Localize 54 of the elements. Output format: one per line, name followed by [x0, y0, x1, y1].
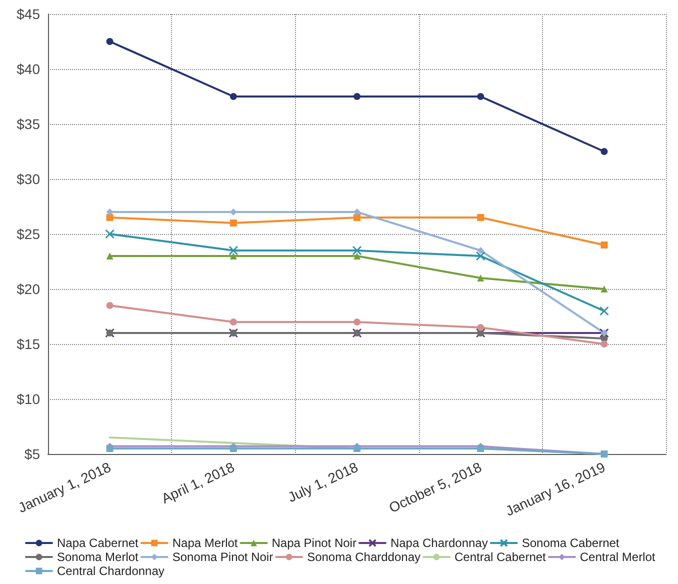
y-tick-label: $10 [16, 391, 40, 407]
point [354, 252, 360, 260]
point [600, 148, 608, 155]
point [354, 445, 360, 452]
legend-label: Sonoma Charddonay [307, 550, 421, 564]
point [354, 93, 360, 100]
point [106, 208, 114, 216]
y-tick-label: $35 [16, 116, 40, 132]
legend-label: Napa Cabernet [57, 536, 140, 550]
point [352, 246, 362, 256]
point [228, 246, 238, 256]
point [476, 251, 486, 261]
point [230, 252, 237, 260]
x-tick-label: July 1, 2018 [285, 458, 361, 506]
point [477, 247, 484, 254]
point [106, 302, 114, 309]
point [106, 214, 114, 221]
point [230, 318, 237, 326]
point [106, 445, 114, 452]
point [600, 340, 608, 348]
y-tick-label: $40 [16, 61, 40, 77]
point [599, 306, 609, 316]
legend-label: Napa Merlot [172, 536, 238, 550]
y-tick-label: $15 [16, 336, 40, 352]
point [477, 214, 484, 221]
legend-label: Sonoma Cabernet [522, 536, 620, 550]
x-tick-label: April 1, 2018 [158, 458, 237, 506]
legend-label: Central Cabernet [454, 550, 547, 564]
point [230, 93, 237, 100]
point [354, 214, 360, 221]
legend-label: Central Merlot [580, 550, 656, 564]
legend-label: Sonoma Pinot Noir [172, 550, 274, 564]
y-tick-label: $25 [16, 226, 40, 242]
point [477, 445, 484, 452]
y-tick-label: $5 [24, 446, 40, 462]
point [105, 229, 115, 239]
point [106, 38, 114, 45]
point [477, 274, 484, 282]
legend-label: Sonoma Merlot [57, 550, 140, 564]
legend-label: Napa Chardonnay [390, 536, 488, 550]
point [354, 318, 360, 326]
point [230, 445, 237, 452]
point [230, 220, 237, 226]
point [600, 242, 608, 248]
legend-label: Central Chardonnay [57, 564, 164, 578]
point [600, 286, 608, 292]
point [354, 208, 360, 216]
point [106, 252, 114, 260]
point [477, 93, 484, 100]
y-tick-label: $20 [16, 281, 40, 297]
legend-label: Napa Pinot Noir [272, 536, 356, 550]
y-tick-label: $45 [16, 6, 40, 22]
y-tick-label: $30 [16, 171, 40, 187]
point [477, 324, 484, 331]
